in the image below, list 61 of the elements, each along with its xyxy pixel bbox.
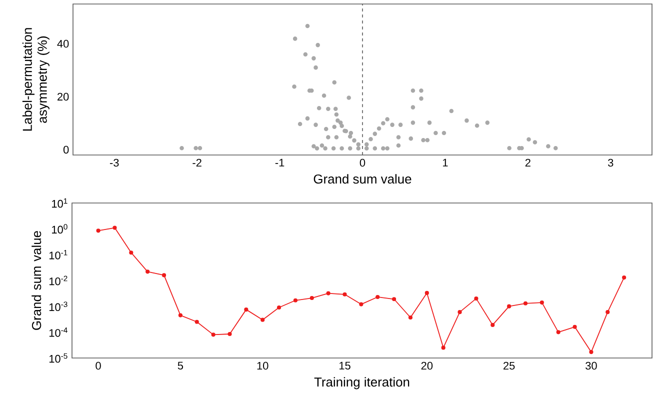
point <box>556 330 560 334</box>
y-tick-label: 10$^{-2}$ <box>49 276 68 286</box>
x-tick-label: -2 <box>192 158 202 166</box>
x-tick-label: 15 <box>339 362 350 370</box>
x-tick-label: 3 <box>608 158 614 167</box>
point <box>490 322 495 328</box>
point <box>589 350 594 354</box>
x-tick-label: 20 <box>421 362 433 370</box>
x-axis-title: Training iteration <box>314 377 410 390</box>
point <box>376 294 380 300</box>
point <box>244 308 248 312</box>
point <box>326 291 330 296</box>
point <box>162 273 166 278</box>
y-tick-label: 10$^{0}$ <box>52 224 68 234</box>
point <box>260 318 265 322</box>
y-tick-label: 0 <box>63 146 69 154</box>
y-tick-label: 40 <box>57 40 69 48</box>
y-tick-label: 10$^{-1}$ <box>49 250 68 260</box>
point <box>540 300 544 305</box>
x-tick-label: 10 <box>257 362 268 370</box>
x-tick-label: -1 <box>275 158 284 166</box>
y-axis-title: Grand sum value <box>32 231 42 330</box>
point <box>112 226 117 230</box>
point <box>228 332 232 336</box>
x-tick-label: 1 <box>442 158 448 166</box>
x-tick-label: 2 <box>525 158 530 166</box>
point <box>194 320 199 324</box>
y-tick-label: 10$^{-5}$ <box>49 353 68 363</box>
point <box>178 313 182 318</box>
point <box>342 292 347 296</box>
point <box>523 301 528 306</box>
point <box>424 290 429 295</box>
y-tick-label: 10$^{-4}$ <box>49 327 68 337</box>
y-tick-label: 10$^{-3}$ <box>49 302 68 312</box>
x-tick-label: 30 <box>586 362 597 370</box>
point <box>276 305 282 310</box>
point <box>458 310 462 314</box>
point <box>211 332 216 337</box>
x-tick-label: -3 <box>110 158 119 167</box>
x-tick-label: 0 <box>96 362 101 370</box>
point <box>310 296 314 300</box>
y-axis-title: Label-permutation asymmetry (%) <box>22 28 50 131</box>
point <box>474 296 478 301</box>
x-tick-label: 25 <box>504 362 515 370</box>
point <box>572 324 577 329</box>
point <box>293 298 298 302</box>
y-tick-label: 10$^{1}$ <box>52 198 68 208</box>
point <box>146 270 150 274</box>
point <box>507 304 512 308</box>
point <box>392 297 396 302</box>
point <box>359 302 364 306</box>
x-axis-title: Grand sum value <box>314 174 412 184</box>
x-tick-label: 5 <box>178 362 184 370</box>
point <box>129 250 134 255</box>
point <box>96 228 100 233</box>
y-tick-label: 20 <box>58 92 69 101</box>
point <box>606 310 610 314</box>
point <box>622 276 626 280</box>
point <box>408 315 413 320</box>
point <box>441 346 446 350</box>
x-tick-label: 0 <box>360 158 366 167</box>
